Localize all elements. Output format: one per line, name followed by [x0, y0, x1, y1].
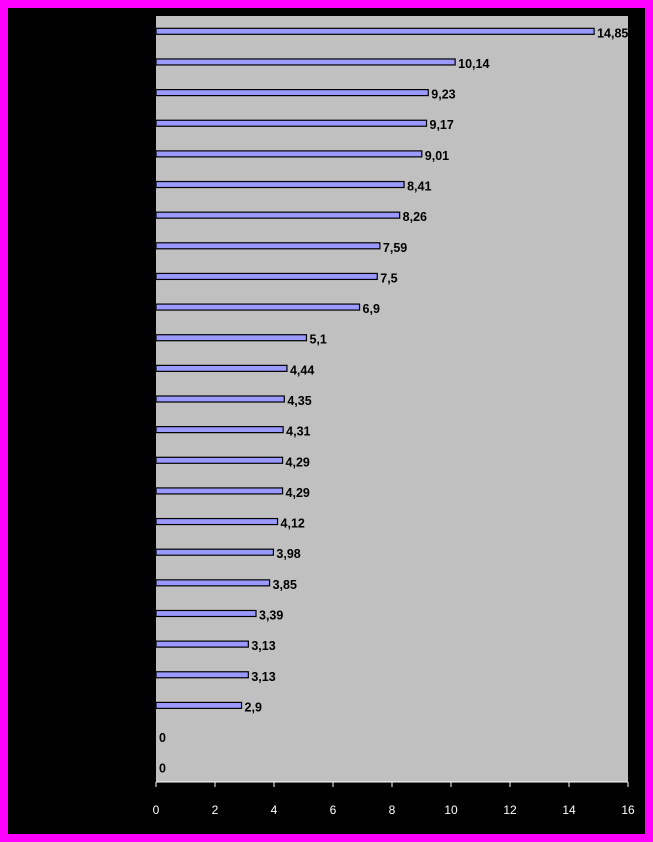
value-label: 4,12 — [281, 517, 305, 531]
category-label: Світловодський — [63, 760, 150, 774]
bar-chart: Бобринецький м.Кіровоград Кіровоградський м… — [35, 16, 635, 817]
bar — [155, 303, 361, 311]
value-label: 3,13 — [251, 639, 275, 653]
value-label: 8,26 — [403, 210, 427, 224]
x-tick-label: 10 — [444, 803, 458, 817]
bar — [155, 58, 456, 66]
x-tick-label: 12 — [503, 803, 517, 817]
value-labels-group: 14,85 10,14 9,23 9,17 9,01 8,41 8,26 7,59 7,5 6,9… — [159, 26, 628, 775]
value-label: 7,59 — [383, 241, 407, 255]
x-tick-label: 6 — [330, 803, 337, 817]
bar — [155, 211, 401, 219]
bar — [155, 517, 279, 526]
value-label: 4,29 — [286, 455, 310, 469]
x-tick-label: 8 — [389, 803, 396, 817]
bar — [155, 609, 257, 618]
category-label: Ульяновський — [73, 515, 150, 529]
bar — [155, 671, 249, 679]
category-label: м.Світловодськ — [65, 209, 151, 223]
category-label: Онуфріївський — [68, 393, 150, 407]
value-label: 6,9 — [363, 302, 380, 316]
value-label: 4,31 — [286, 425, 310, 439]
bar — [155, 27, 595, 35]
chart-frame: Бобринецький м.Кіровоград Кіровоградський м… — [8, 8, 645, 834]
value-label: 3,98 — [276, 547, 300, 561]
value-label: 0 — [159, 731, 166, 745]
category-label: Добровеличківський — [37, 546, 150, 560]
x-tick-label: 2 — [212, 803, 219, 817]
category-label: Маловисківський — [55, 423, 150, 437]
value-label: 7,5 — [380, 271, 397, 285]
bar — [155, 119, 428, 127]
bar — [155, 180, 405, 189]
category-label: Устинівський — [79, 730, 150, 744]
bars-group — [155, 27, 595, 710]
bar — [155, 701, 243, 710]
bar — [155, 88, 429, 97]
value-label: 5,1 — [309, 333, 326, 347]
bar — [155, 579, 271, 587]
value-label: 3,13 — [251, 670, 275, 684]
category-label: Петрівський — [83, 638, 150, 652]
value-label: 4,29 — [286, 486, 310, 500]
bar — [155, 395, 285, 403]
x-tick-label: 14 — [562, 803, 576, 817]
value-label: 14,85 — [597, 26, 628, 40]
category-label: Кіровоградський — [58, 86, 150, 100]
value-label: 0 — [159, 762, 166, 776]
bar — [155, 426, 284, 434]
value-label: 9,23 — [431, 88, 455, 102]
category-label: м.Олександрія — [68, 117, 150, 131]
bar — [155, 548, 275, 556]
category-label: Гайворонський — [67, 239, 150, 253]
value-label: 2,9 — [245, 700, 262, 714]
category-label: Новомиргородський — [38, 270, 150, 284]
value-label: 9,17 — [430, 118, 454, 132]
x-tick-label: 4 — [271, 803, 278, 817]
category-label: Олександрівський — [49, 454, 150, 468]
value-label: 9,01 — [425, 149, 449, 163]
bar — [155, 364, 288, 372]
category-label: Вільшанський — [72, 362, 150, 376]
bar — [155, 456, 284, 464]
bar — [155, 334, 308, 342]
value-label: 3,39 — [259, 608, 283, 622]
category-label: Голованівський — [65, 178, 150, 192]
x-axis: 0 2 4 6 8 10 12 14 16 — [153, 781, 635, 817]
value-label: 4,44 — [290, 363, 314, 377]
category-labels-group: Бобринецький м.Кіровоград Кіровоградський м… — [35, 25, 151, 774]
category-label: м.Кіровоград — [78, 55, 150, 69]
category-label: Новоукраїнський — [56, 484, 150, 498]
value-label: 3,85 — [273, 578, 297, 592]
category-label: Новгородківський — [52, 607, 150, 621]
bar — [155, 272, 378, 281]
category-label: Компаніївський — [65, 576, 150, 590]
category-label: Знам'янський — [75, 668, 150, 682]
bar — [155, 487, 284, 495]
value-label: 4,35 — [287, 394, 311, 408]
category-label: Бобринецький — [70, 25, 150, 39]
value-label: 10,14 — [458, 57, 489, 71]
bar — [155, 640, 249, 648]
x-tick-label: 0 — [153, 803, 160, 817]
value-label: 8,41 — [407, 180, 431, 194]
category-label: м.Знам'янка — [82, 147, 150, 161]
bar — [155, 150, 423, 158]
category-label: Олександрійський — [48, 331, 150, 345]
bar — [155, 242, 381, 250]
category-label: Новоархангельський — [35, 699, 150, 713]
category-label: Долинський — [84, 301, 150, 315]
x-tick-label: 16 — [621, 803, 635, 817]
